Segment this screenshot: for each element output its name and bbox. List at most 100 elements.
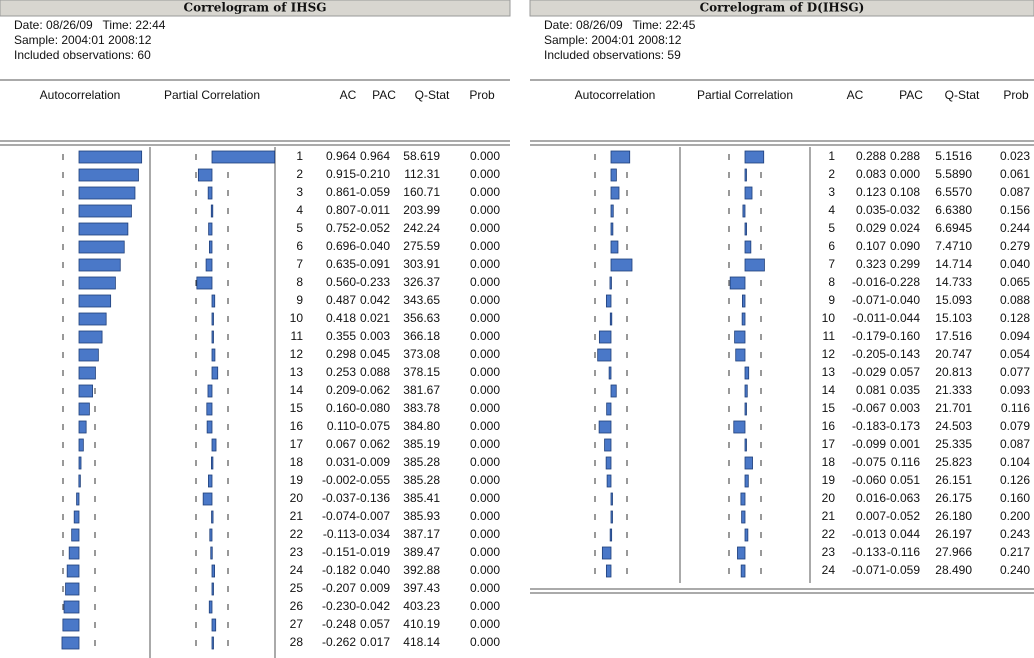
cell: 13 [822, 365, 836, 379]
cell: 0.057 [360, 617, 390, 631]
cell: 0.253 [326, 365, 356, 379]
pac-bar [208, 475, 212, 487]
cell: -0.067 [852, 401, 886, 415]
cell: 0.288 [890, 149, 920, 163]
ac-bar [72, 529, 79, 541]
cell: 343.65 [403, 293, 440, 307]
cell: 0.964 [360, 149, 390, 163]
cell: -0.080 [356, 401, 390, 415]
cell: 7.4710 [935, 239, 972, 253]
cell: 0.007 [856, 509, 886, 523]
cell: 0.031 [326, 455, 356, 469]
pac-bar [737, 547, 745, 559]
cell: 3 [828, 185, 835, 199]
cell: 23 [290, 545, 304, 559]
cell: 20 [822, 491, 836, 505]
cell: 0.090 [890, 239, 920, 253]
cell: 0.035 [856, 203, 886, 217]
ac-bar [605, 439, 611, 451]
cell: 0.915 [326, 167, 356, 181]
pac-bar [743, 205, 745, 217]
cell: 0.016 [856, 491, 886, 505]
cell: -0.059 [886, 563, 920, 577]
ac-bar [610, 529, 612, 541]
cell: -0.133 [852, 545, 886, 559]
cell: 0.000 [470, 347, 500, 361]
cell: 0.487 [326, 293, 356, 307]
cell: 19 [822, 473, 836, 487]
ac-bar [67, 565, 79, 577]
cell: 18 [290, 455, 304, 469]
cell: 0.355 [326, 329, 356, 343]
cell: 5.1516 [935, 149, 972, 163]
cell: 373.08 [403, 347, 440, 361]
ac-bar [79, 241, 124, 253]
ac-bar [611, 151, 630, 163]
column-header: Prob [1003, 88, 1029, 102]
cell: 6.5570 [935, 185, 972, 199]
ac-bar [69, 547, 79, 559]
cell: 14.714 [935, 257, 972, 271]
pac-bar [745, 439, 747, 451]
pac-bar [734, 421, 745, 433]
cell: 356.63 [403, 311, 440, 325]
cell: -0.009 [356, 455, 390, 469]
cell: 0.560 [326, 275, 356, 289]
cell: 0.000 [470, 365, 500, 379]
cell: -0.173 [886, 419, 920, 433]
ac-bar [79, 331, 102, 343]
cell: -0.052 [886, 509, 920, 523]
cell: 0.009 [360, 581, 390, 595]
ac-bar [606, 457, 611, 469]
cell: 203.99 [403, 203, 440, 217]
cell: 0.104 [1000, 455, 1030, 469]
column-header: Partial Correlation [697, 88, 793, 102]
ac-bar [599, 331, 611, 343]
cell: 385.28 [403, 473, 440, 487]
cell: 25.823 [935, 455, 972, 469]
cell: 378.15 [403, 365, 440, 379]
pac-bar [742, 313, 745, 325]
info-date: Date: 08/26/09 Time: 22:45 [544, 18, 696, 32]
cell: 8 [296, 275, 303, 289]
cell: 0.000 [470, 167, 500, 181]
ac-bar [64, 601, 79, 613]
cell: 0.000 [470, 257, 500, 271]
cell: -0.063 [886, 491, 920, 505]
cell: 0.000 [470, 221, 500, 235]
cell: 0.035 [890, 383, 920, 397]
info-date: Date: 08/26/09 Time: 22:44 [14, 18, 166, 32]
ac-bar [79, 187, 135, 199]
cell: 15 [822, 401, 836, 415]
cell: 384.80 [403, 419, 440, 433]
ac-bar [606, 295, 611, 307]
cell: 0.116 [891, 455, 920, 469]
cell: 6 [828, 239, 835, 253]
cell: 366.18 [403, 329, 440, 343]
ac-bar [79, 151, 142, 163]
cell: 27.966 [935, 545, 972, 559]
pac-bar [209, 601, 212, 613]
cell: 0.244 [1000, 221, 1030, 235]
cell: 6 [296, 239, 303, 253]
pac-bar [745, 169, 747, 181]
cell: 17 [822, 437, 836, 451]
cell: 0.040 [1000, 257, 1030, 271]
cell: 2 [828, 167, 835, 181]
ac-bar [606, 565, 611, 577]
pac-bar [208, 187, 212, 199]
cell: 20 [290, 491, 304, 505]
cell: -0.205 [852, 347, 886, 361]
cell: 0.000 [470, 473, 500, 487]
cell: 242.24 [403, 221, 440, 235]
cell: -0.052 [356, 221, 390, 235]
pac-bar [207, 403, 212, 415]
cell: 392.88 [403, 563, 440, 577]
cell: -0.019 [356, 545, 390, 559]
cell: 26.197 [935, 527, 972, 541]
ac-bar [79, 295, 111, 307]
cell: 0.017 [360, 635, 390, 649]
cell: -0.075 [852, 455, 886, 469]
cell: 9 [828, 293, 835, 307]
pac-bar [745, 403, 747, 415]
